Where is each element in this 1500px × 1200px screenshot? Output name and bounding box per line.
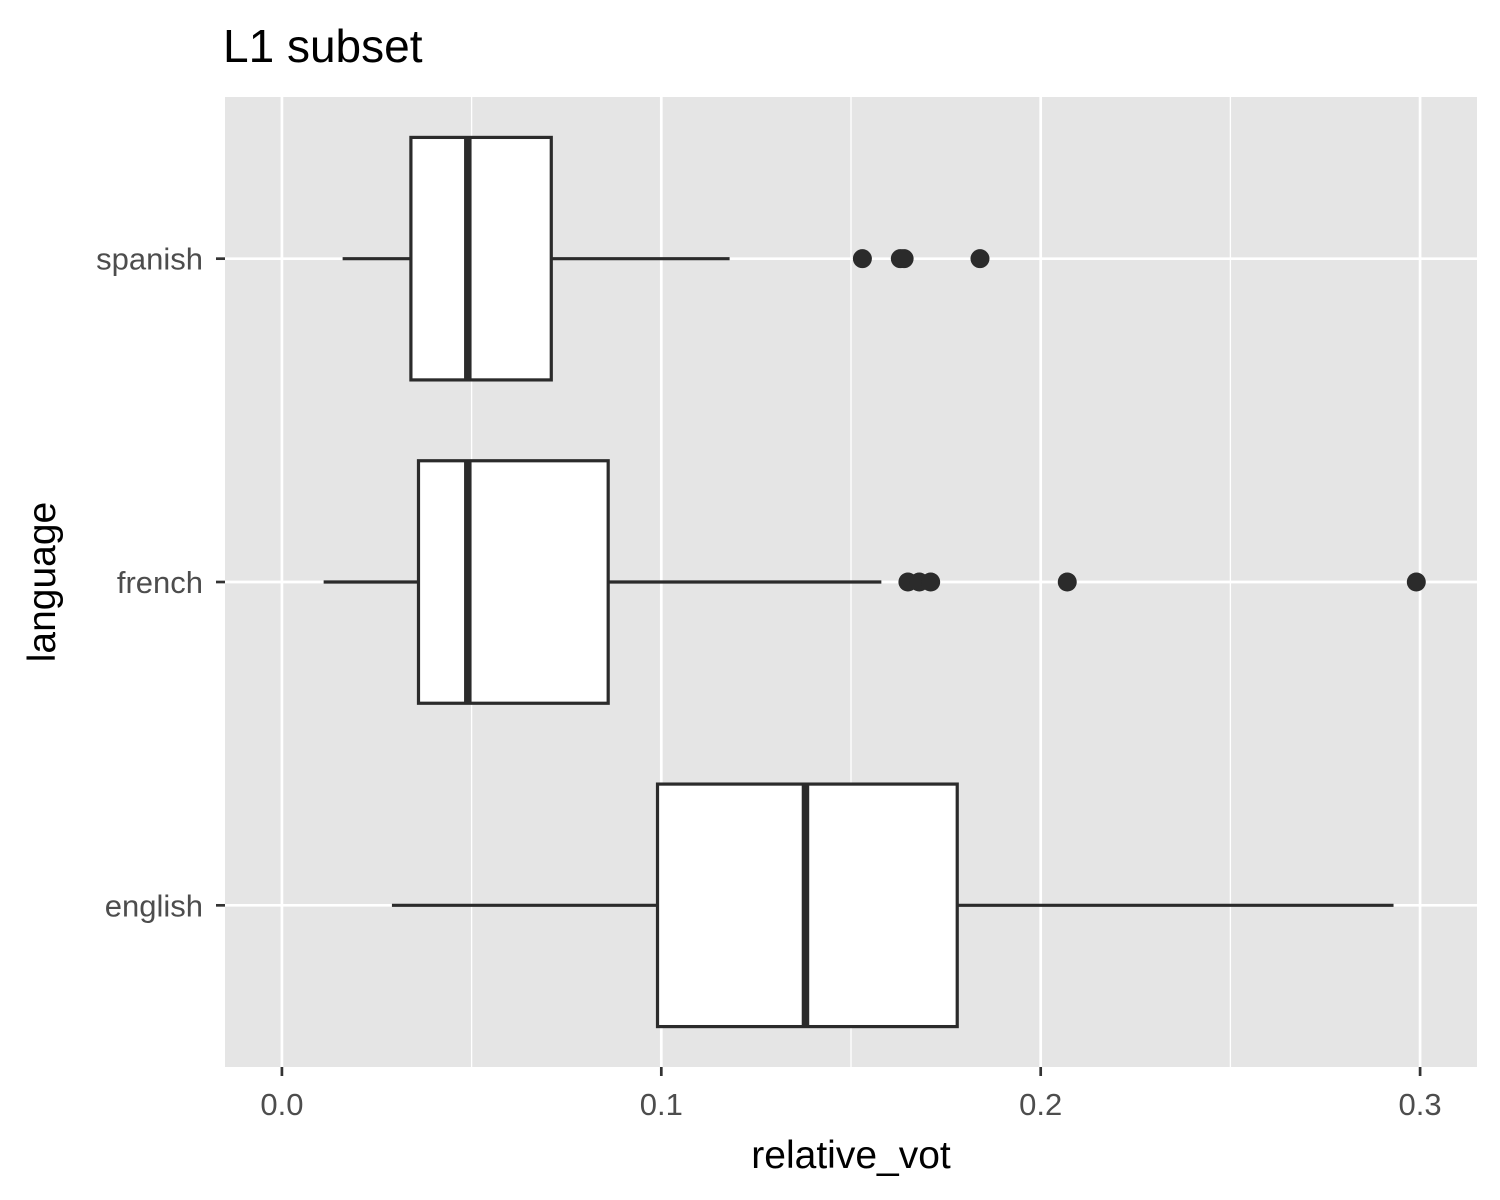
y-axis-title: language — [21, 502, 64, 663]
x-tick-label: 0.0 — [260, 1087, 303, 1122]
x-axis-title: relative_vot — [751, 1134, 951, 1177]
outlier-point — [852, 249, 872, 269]
outlier-point — [894, 249, 914, 269]
box-group-french — [323, 459, 1426, 705]
box — [416, 459, 610, 705]
outlier-point — [970, 249, 990, 269]
outlier-point — [921, 572, 941, 592]
y-tick-label: french — [117, 565, 203, 600]
box-group-spanish — [342, 135, 990, 382]
y-tick-label: english — [105, 888, 203, 923]
box-group-english — [391, 782, 1394, 1029]
outlier-point — [1057, 572, 1077, 592]
box — [409, 135, 553, 382]
y-tick-label: spanish — [96, 242, 203, 277]
chart-title: L1 subset — [223, 20, 423, 72]
x-tick-label: 0.3 — [1399, 1087, 1442, 1122]
outlier-point — [1406, 572, 1426, 592]
x-tick-label: 0.2 — [1019, 1087, 1062, 1122]
box-layer — [323, 135, 1426, 1029]
x-tick-label: 0.1 — [640, 1087, 683, 1122]
axis-layer: 0.0 0.1 0.2 0.3 spanish french english — [96, 242, 1442, 1122]
